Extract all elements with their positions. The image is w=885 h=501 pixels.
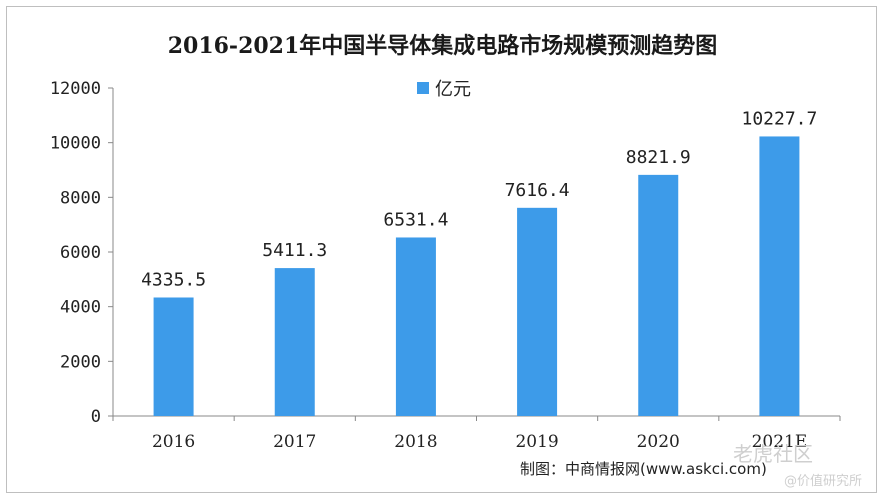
bars — [153, 136, 800, 416]
bar — [517, 207, 558, 416]
bar — [395, 237, 436, 416]
data-label: 10227.7 — [741, 108, 817, 129]
y-tick-label: 2000 — [60, 352, 101, 372]
y-tick-label: 8000 — [60, 188, 101, 208]
bar — [759, 136, 800, 416]
watermark-logo-text: 老虎社区 — [733, 442, 813, 466]
watermark-handle: @价值研究所 — [784, 474, 863, 489]
data-labels: 4335.5 5411.3 6531.4 7616.4 8821.9 10227.7 — [141, 108, 817, 290]
chart-title: 2016-2021年中国半导体集成电路市场规模预测趋势图 — [167, 33, 718, 59]
data-label: 5411.3 — [262, 240, 327, 261]
bar — [638, 174, 679, 416]
bar — [274, 268, 315, 416]
y-tick-label: 12000 — [50, 79, 101, 99]
x-tick-labels: 2016 2017 2018 2019 2020 2021E — [152, 432, 807, 452]
bar — [153, 297, 194, 416]
y-tick-label: 6000 — [60, 243, 101, 263]
x-tick-label: 2019 — [515, 432, 558, 452]
x-tick-label: 2018 — [394, 432, 437, 452]
legend: 亿元 — [417, 78, 471, 100]
x-tick-label: 2021E — [752, 432, 808, 452]
x-tick-label: 2017 — [273, 432, 316, 452]
y-tick-label: 0 — [91, 407, 101, 427]
y-tick-label: 4000 — [60, 298, 101, 318]
legend-swatch — [417, 82, 429, 94]
x-tick-label: 2020 — [637, 432, 680, 452]
data-label: 6531.4 — [383, 209, 448, 230]
data-label: 8821.9 — [626, 147, 691, 168]
source-note: 制图：中商情报网(www.askci.com) — [520, 460, 767, 478]
legend-label: 亿元 — [435, 79, 471, 100]
axes — [108, 87, 841, 421]
x-tick-label: 2016 — [152, 432, 195, 452]
chart-frame — [6, 6, 877, 493]
y-tick-labels: 0 2000 4000 6000 8000 10000 12000 — [50, 79, 101, 427]
data-label: 7616.4 — [505, 180, 570, 201]
y-tick-label: 10000 — [50, 134, 101, 154]
data-label: 4335.5 — [141, 269, 206, 290]
